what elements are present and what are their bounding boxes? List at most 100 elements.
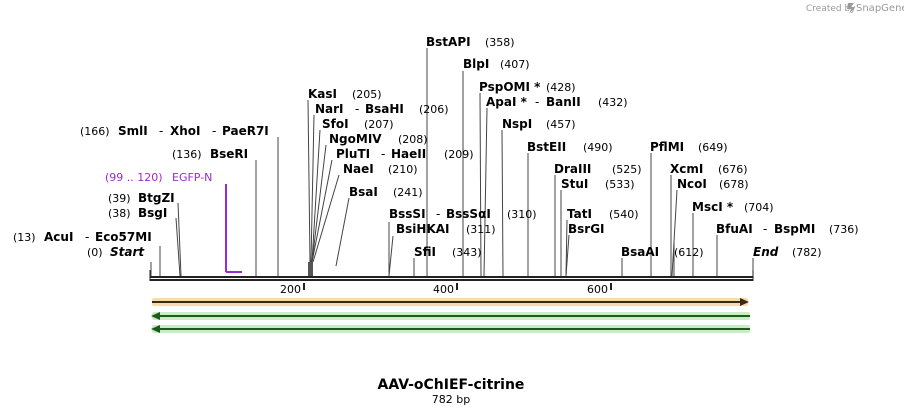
enzyme-label[interactable]: BsaAI <box>621 245 659 259</box>
feature-name[interactable]: EGFP-N <box>172 171 212 184</box>
enzyme-label[interactable]: BspMI <box>774 222 815 236</box>
enzyme-label[interactable]: ApaI * <box>486 95 528 109</box>
enzyme-label[interactable]: PluTI <box>336 147 370 161</box>
enzyme-label[interactable]: XhoI <box>170 124 201 138</box>
enzyme-label[interactable]: AcuI <box>44 230 73 244</box>
site-separator: - <box>159 124 163 138</box>
site-position: (649) <box>698 141 728 154</box>
site-position: (210) <box>388 163 418 176</box>
enzyme-label[interactable]: SfoI <box>322 117 349 131</box>
site-position: (310) <box>507 208 537 221</box>
site-cluster-mark <box>308 262 313 276</box>
site-position: (136) <box>172 148 202 161</box>
site-position: (540) <box>609 208 639 221</box>
site-position: (13) <box>13 231 36 244</box>
ruler-label-600: 600 <box>587 283 608 296</box>
enzyme-label[interactable]: StuI <box>561 177 588 191</box>
map-length: 782 bp <box>432 393 470 406</box>
enzyme-label[interactable]: Eco57MI <box>95 230 152 244</box>
enzyme-label[interactable]: PaeR7I <box>222 124 269 138</box>
site-position: (205) <box>352 88 382 101</box>
site-position: (678) <box>719 178 749 191</box>
enzyme-label[interactable]: HaeII <box>391 147 426 161</box>
site-position: (457) <box>546 118 576 131</box>
ruler-label-200: 200 <box>280 283 301 296</box>
site-position: (208) <box>398 133 428 146</box>
site-position: (358) <box>485 36 515 49</box>
snapgene-brand: SnapGene <box>856 3 904 14</box>
snapgene-logo-icon <box>847 3 855 14</box>
ruler-ticks <box>303 283 612 290</box>
enzyme-label[interactable]: BsgI <box>138 206 167 220</box>
enzyme-label[interactable]: BlpI <box>463 57 489 71</box>
enzyme-label[interactable]: BstEII <box>527 140 566 154</box>
feature-track-reverse-2[interactable] <box>151 325 750 333</box>
site-position: (704) <box>744 201 774 214</box>
site-position: (676) <box>718 163 748 176</box>
site-connectors <box>150 48 754 277</box>
enzyme-label[interactable]: TatI <box>567 207 592 221</box>
enzyme-label[interactable]: BseRI <box>210 147 248 161</box>
site-position: (209) <box>444 148 474 161</box>
enzyme-label[interactable]: NaeI <box>343 162 374 176</box>
site-position: (525) <box>612 163 642 176</box>
enzyme-label[interactable]: PflMI <box>650 140 684 154</box>
site-position: (311) <box>466 223 496 236</box>
end-position: (782) <box>792 246 822 259</box>
site-position: (612) <box>674 246 704 259</box>
end-label: End <box>753 245 779 259</box>
site-position: (207) <box>364 118 394 131</box>
enzyme-label[interactable]: BssSαI <box>446 207 491 221</box>
site-position: (428) <box>546 81 576 94</box>
start-position: (0) <box>87 246 103 259</box>
site-position: (407) <box>500 58 530 71</box>
enzyme-label[interactable]: NcoI <box>677 177 707 191</box>
enzyme-label[interactable]: MscI * <box>692 200 734 214</box>
ruler-label-400: 400 <box>433 283 454 296</box>
site-separator: - <box>763 222 767 236</box>
site-separator: - <box>85 230 89 244</box>
start-label: Start <box>110 245 145 259</box>
site-position: (241) <box>393 186 423 199</box>
site-separator: - <box>355 102 359 116</box>
site-separator: - <box>535 95 539 109</box>
site-position: (533) <box>605 178 635 191</box>
enzyme-label[interactable]: XcmI <box>670 162 703 176</box>
map-title: AAV-oChIEF-citrine <box>378 377 525 393</box>
site-separator: - <box>436 207 440 221</box>
enzyme-label[interactable]: KasI <box>308 87 337 101</box>
enzyme-label[interactable]: DraIII <box>554 162 591 176</box>
feature-track-reverse-1[interactable] <box>151 312 750 320</box>
enzyme-label[interactable]: SfiI <box>414 245 436 259</box>
feature-track-forward[interactable] <box>152 298 749 306</box>
site-position: (343) <box>452 246 482 259</box>
enzyme-label[interactable]: BstAPI <box>426 35 471 49</box>
site-separator: - <box>212 124 216 138</box>
created-by-label: Created by <box>806 4 856 14</box>
site-position: (432) <box>598 96 628 109</box>
enzyme-label[interactable]: BtgZI <box>138 191 175 205</box>
site-separator: - <box>381 147 385 161</box>
enzyme-label[interactable]: PspOMI * <box>479 80 541 94</box>
enzyme-label[interactable]: BanII <box>546 95 581 109</box>
site-position: (736) <box>829 223 859 236</box>
feature-range: (99 .. 120) <box>105 171 163 184</box>
enzyme-label[interactable]: NgoMIV <box>329 132 382 146</box>
enzyme-label[interactable]: BsaHI <box>365 102 404 116</box>
site-position: (206) <box>419 103 449 116</box>
sequence-backbone-bottom <box>150 279 753 281</box>
sequence-backbone-top <box>150 276 753 278</box>
enzyme-label[interactable]: BsaI <box>349 185 378 199</box>
enzyme-label[interactable]: NarI <box>315 102 344 116</box>
enzyme-label[interactable]: BfuAI <box>716 222 753 236</box>
egfp-n-primer-mark[interactable] <box>225 184 242 273</box>
enzyme-label[interactable]: SmlI <box>118 124 148 138</box>
enzyme-label[interactable]: BssSI <box>389 207 426 221</box>
enzyme-label[interactable]: NspI <box>502 117 532 131</box>
site-position: (166) <box>80 125 110 138</box>
enzyme-label[interactable]: BsrGI <box>568 222 605 236</box>
site-position: (38) <box>108 207 131 220</box>
site-position: (490) <box>583 141 613 154</box>
enzyme-label[interactable]: BsiHKAI <box>396 222 450 236</box>
